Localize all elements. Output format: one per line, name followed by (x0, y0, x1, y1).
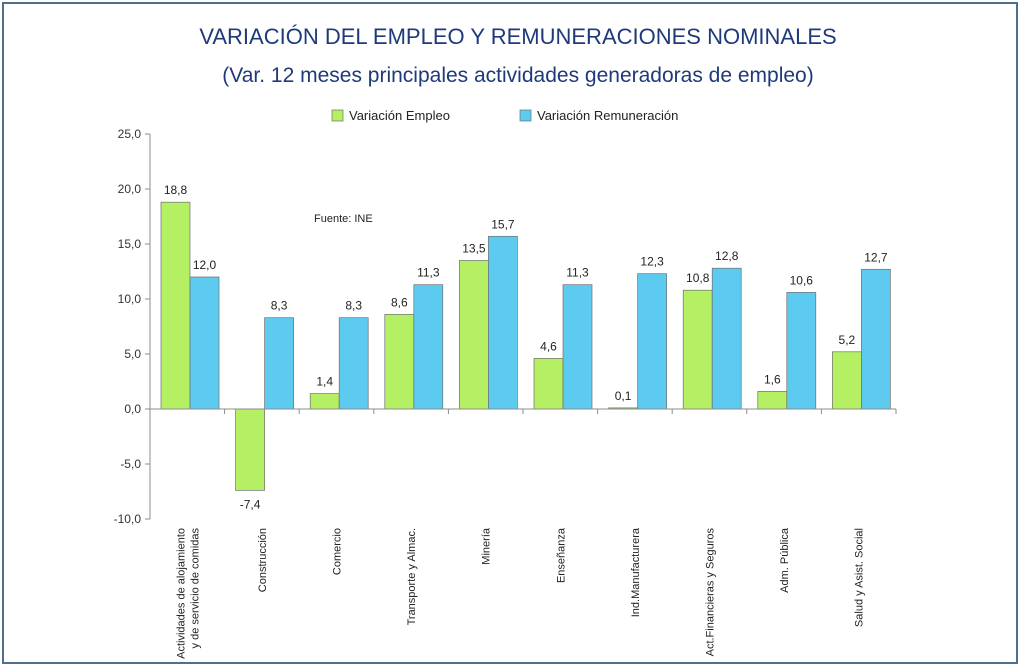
bar (786, 292, 817, 410)
x-tick-label: Ind.Manufacturera (630, 527, 642, 617)
bar (562, 284, 593, 410)
bar (711, 267, 742, 410)
y-tick-label: 0,0 (124, 402, 141, 416)
data-label: 12,0 (193, 258, 217, 272)
data-label: 1,6 (764, 372, 781, 386)
data-label: 12,3 (640, 255, 664, 269)
bar (861, 268, 891, 410)
bar (459, 260, 489, 410)
legend: Variación Empleo Variación Remuneración (331, 108, 678, 123)
bar (235, 408, 265, 491)
y-tick-label: 10,0 (118, 292, 142, 306)
data-label: 18,8 (164, 183, 188, 197)
bar (533, 358, 564, 410)
bar (488, 235, 518, 410)
bar (832, 351, 862, 410)
legend-label: Variación Remuneración (537, 108, 678, 123)
data-label: 1,4 (316, 375, 333, 389)
bar (309, 393, 340, 410)
x-tick-label: Adm. Pública (779, 527, 791, 593)
data-label: 10,6 (790, 273, 814, 287)
y-tick-label: -5,0 (120, 457, 141, 471)
bar (413, 284, 444, 410)
x-tick-label: Transporte y Almac. (406, 528, 418, 625)
x-tick-label: Minería (481, 527, 493, 565)
bar (384, 314, 415, 410)
bar (264, 317, 294, 410)
x-tick-label: Enseñanza (555, 527, 567, 583)
y-tick-label: 15,0 (118, 237, 142, 251)
chart-subtitle: (Var. 12 meses principales actividades g… (222, 64, 813, 87)
bar (189, 276, 220, 410)
y-tick-label: -10,0 (114, 512, 142, 526)
y-tick-label: 5,0 (124, 347, 141, 361)
legend-label: Variación Empleo (349, 108, 450, 123)
data-label: 15,7 (491, 217, 515, 231)
source-annotation: Fuente: INE (314, 213, 373, 225)
y-tick-label: 20,0 (118, 182, 142, 196)
data-label: 8,3 (271, 299, 288, 313)
legend-swatch (331, 109, 344, 122)
data-label: 0,1 (615, 389, 632, 403)
data-label: 12,8 (715, 249, 739, 263)
data-label: 5,2 (839, 333, 856, 347)
y-axis: 25,0 20,0 15,0 10,0 5,0 0,0 -5,0 -10,0 (114, 127, 151, 526)
data-label: 8,3 (345, 299, 362, 313)
bar (338, 317, 369, 410)
x-tick-label: Actividades de alojamiento y de servicio … (175, 528, 201, 659)
bar (682, 289, 713, 410)
x-tick-label: Comercio (332, 528, 344, 575)
data-label: 4,6 (540, 339, 557, 353)
bars: 18,8 12,0 -7,4 8,3 1,4 8,3 8,6 11,3 13,5 15,7 4,6 1… (160, 183, 891, 511)
data-label: 11,3 (417, 266, 440, 280)
bar (637, 273, 667, 410)
chart-title: VARIACIÓN DEL EMPLEO Y REMUNERACIONES NO… (199, 24, 836, 49)
legend-swatch (519, 109, 532, 122)
data-label: 8,6 (391, 295, 408, 309)
data-label: 10,8 (686, 271, 710, 285)
x-axis: Actividades de alojamiento y de servicio … (149, 408, 897, 659)
bar (160, 201, 191, 410)
bar (757, 391, 788, 410)
data-label: -7,4 (240, 497, 261, 511)
bar-chart: VARIACIÓN DEL EMPLEO Y REMUNERACIONES NO… (114, 24, 897, 659)
data-label: 12,7 (864, 250, 888, 264)
x-tick-label: Salud y Asist. Social (854, 528, 866, 627)
x-tick-label: Construcción (257, 528, 269, 592)
data-label: 11,3 (566, 266, 589, 280)
x-tick-label: Act.Financieras y Seguros (705, 528, 717, 657)
data-label: 13,5 (462, 242, 486, 256)
y-tick-label: 25,0 (118, 127, 142, 141)
